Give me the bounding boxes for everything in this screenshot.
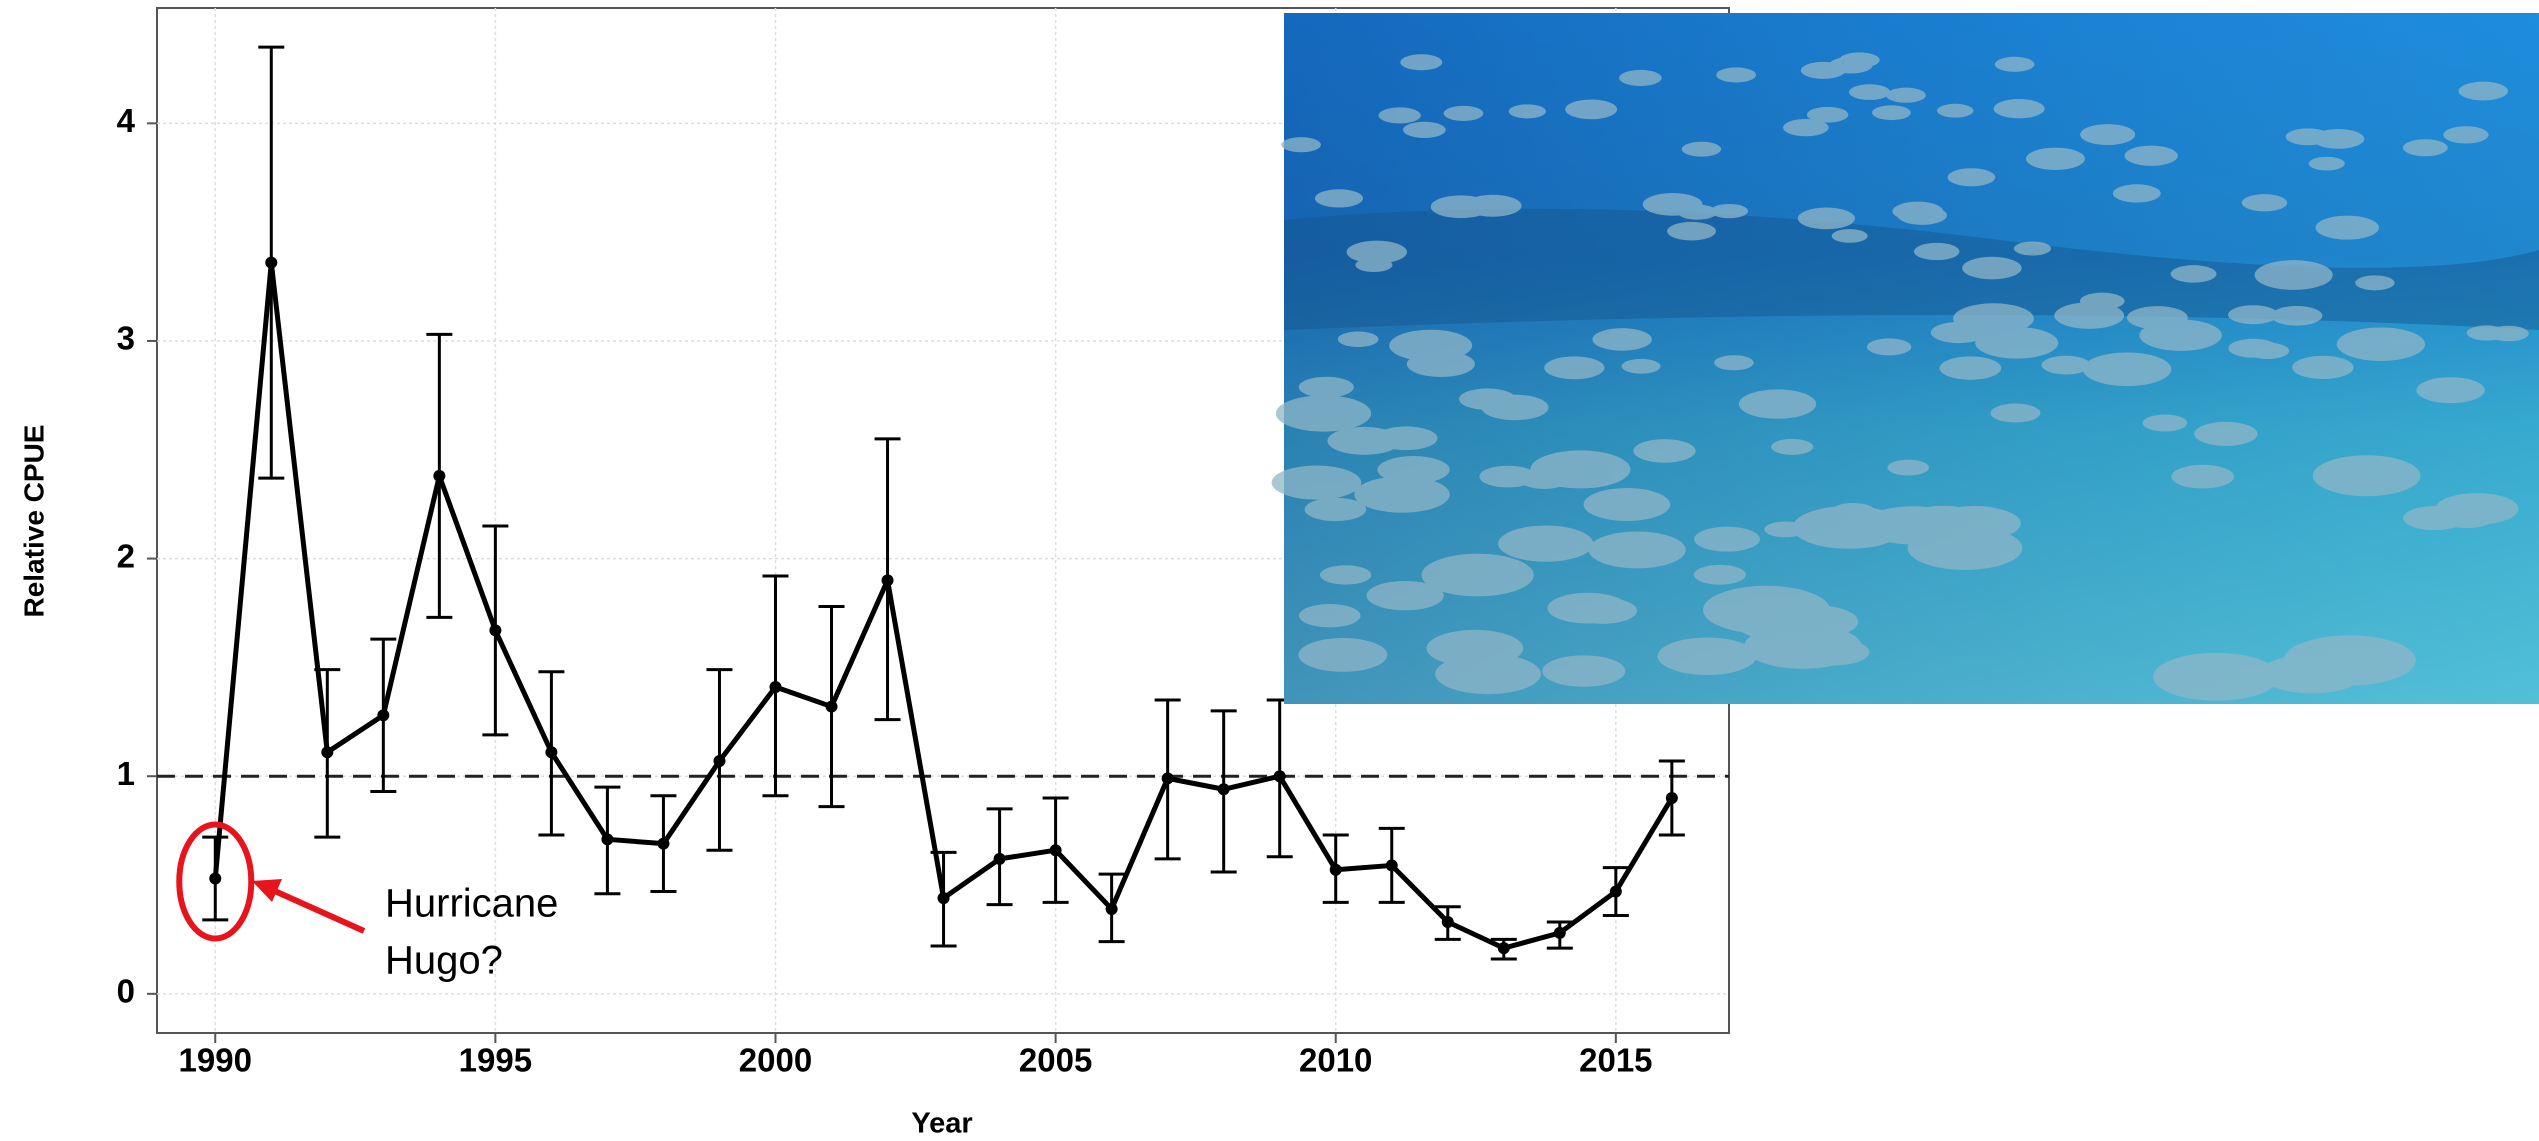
y-tick-label: 2 <box>117 537 135 574</box>
x-tick-label: 2005 <box>1019 1042 1092 1079</box>
y-tick-label: 3 <box>117 320 135 357</box>
point <box>377 709 390 722</box>
point <box>1049 844 1062 857</box>
point <box>1105 902 1118 915</box>
point <box>321 746 334 759</box>
point <box>601 833 614 846</box>
annotation-arrowhead <box>252 879 282 902</box>
point <box>1441 916 1454 929</box>
point <box>489 624 502 637</box>
point <box>209 872 222 885</box>
point <box>713 754 726 767</box>
annotation-circle <box>176 821 255 942</box>
annotation-arrow <box>266 885 366 934</box>
point <box>1329 863 1342 876</box>
y-tick-label: 1 <box>117 755 135 792</box>
annotation-text: Hurricane <box>385 882 558 926</box>
point <box>433 469 446 482</box>
y-axis-label: Relative CPUE <box>18 425 49 618</box>
y-tick-label: 4 <box>117 102 136 139</box>
x-tick-label: 1995 <box>459 1042 532 1079</box>
point <box>1385 859 1398 872</box>
point <box>1665 791 1678 804</box>
point <box>1217 783 1230 796</box>
x-tick-label: 1990 <box>179 1042 252 1079</box>
point <box>937 892 950 905</box>
point <box>825 700 838 713</box>
x-tick-label: 2015 <box>1579 1042 1652 1079</box>
point <box>1161 772 1174 785</box>
point <box>1609 885 1622 898</box>
point <box>881 574 894 587</box>
point <box>1553 926 1566 939</box>
point <box>1497 942 1510 955</box>
point <box>657 837 670 850</box>
point <box>545 746 558 759</box>
photo <box>1271 13 2539 704</box>
point <box>769 680 782 693</box>
x-tick-label: 2010 <box>1299 1042 1372 1079</box>
annotation-text: Hugo? <box>385 939 503 983</box>
x-axis-label: Year <box>911 1108 972 1140</box>
point <box>265 256 278 269</box>
point <box>993 852 1006 865</box>
y-tick-label: 0 <box>117 973 135 1010</box>
x-tick-label: 2000 <box>739 1042 812 1079</box>
point <box>1273 770 1286 783</box>
